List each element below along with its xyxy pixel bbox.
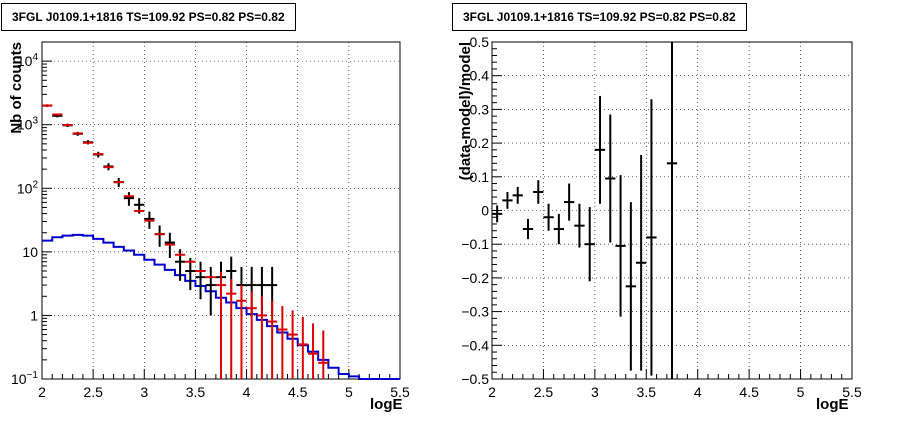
left-x-axis-label: logE xyxy=(370,396,403,413)
right-x-tick-label: 5 xyxy=(797,384,805,400)
right-chart-title: 3FGL J0109.1+1816 TS=109.92 PS=0.82 PS=0… xyxy=(452,3,747,31)
right-y-tick-label: −0.5 xyxy=(461,371,489,387)
right-y-tick-label: 0.3 xyxy=(470,101,490,117)
right-y-tick-label: 0.1 xyxy=(470,169,490,185)
right-x-tick-label: 2 xyxy=(488,384,496,400)
left-x-tick-label: 2 xyxy=(38,384,46,400)
right-y-axis-label: (data-model)/model xyxy=(457,42,474,180)
right-y-tick-label: −0.2 xyxy=(461,270,489,286)
right-x-tick-label: 2.5 xyxy=(534,384,554,400)
left-y-tick-label: 10−1 xyxy=(11,370,38,387)
left-x-tick-label: 5.5 xyxy=(390,384,410,400)
left-y-tick-label: 1 xyxy=(30,307,38,323)
left-x-tick-label: 5 xyxy=(345,384,353,400)
left-source-model-line xyxy=(42,233,400,380)
right-y-tick-label: 0.2 xyxy=(470,135,490,151)
left-x-tick-label: 4 xyxy=(243,384,251,400)
right-y-tick-label: −0.4 xyxy=(461,337,489,353)
right-x-tick-label: 3.5 xyxy=(637,384,657,400)
right-x-tick-label: 4.5 xyxy=(739,384,759,400)
left-x-tick-label: 3 xyxy=(140,384,148,400)
left-chart-title: 3FGL J0109.1+1816 TS=109.92 PS=0.82 PS=0… xyxy=(1,3,296,31)
left-y-axis-label: Nb of counts xyxy=(8,42,25,134)
right-x-tick-label: 4 xyxy=(694,384,702,400)
left-y-tick-label: 103 xyxy=(17,116,39,133)
left-x-tick-label: 2.5 xyxy=(83,384,103,400)
right-y-tick-label: 0.4 xyxy=(470,68,490,84)
left-y-tick-label: 104 xyxy=(17,52,39,69)
left-x-tick-label: 4.5 xyxy=(288,384,308,400)
right-x-tick-label: 3 xyxy=(591,384,599,400)
right-y-tick-label: 0.5 xyxy=(470,34,490,50)
left-y-tick-label: 10 xyxy=(22,244,38,260)
right-y-tick-label: −0.3 xyxy=(461,304,489,320)
right-residual-points xyxy=(492,42,678,379)
right-y-tick-label: 0 xyxy=(481,203,489,219)
left-x-tick-label: 3.5 xyxy=(186,384,206,400)
right-x-axis-label: logE xyxy=(816,396,849,413)
right-y-tick-label: −0.1 xyxy=(461,236,489,252)
left-y-tick-label: 102 xyxy=(17,179,39,196)
right-x-tick-label: 5.5 xyxy=(842,384,862,400)
